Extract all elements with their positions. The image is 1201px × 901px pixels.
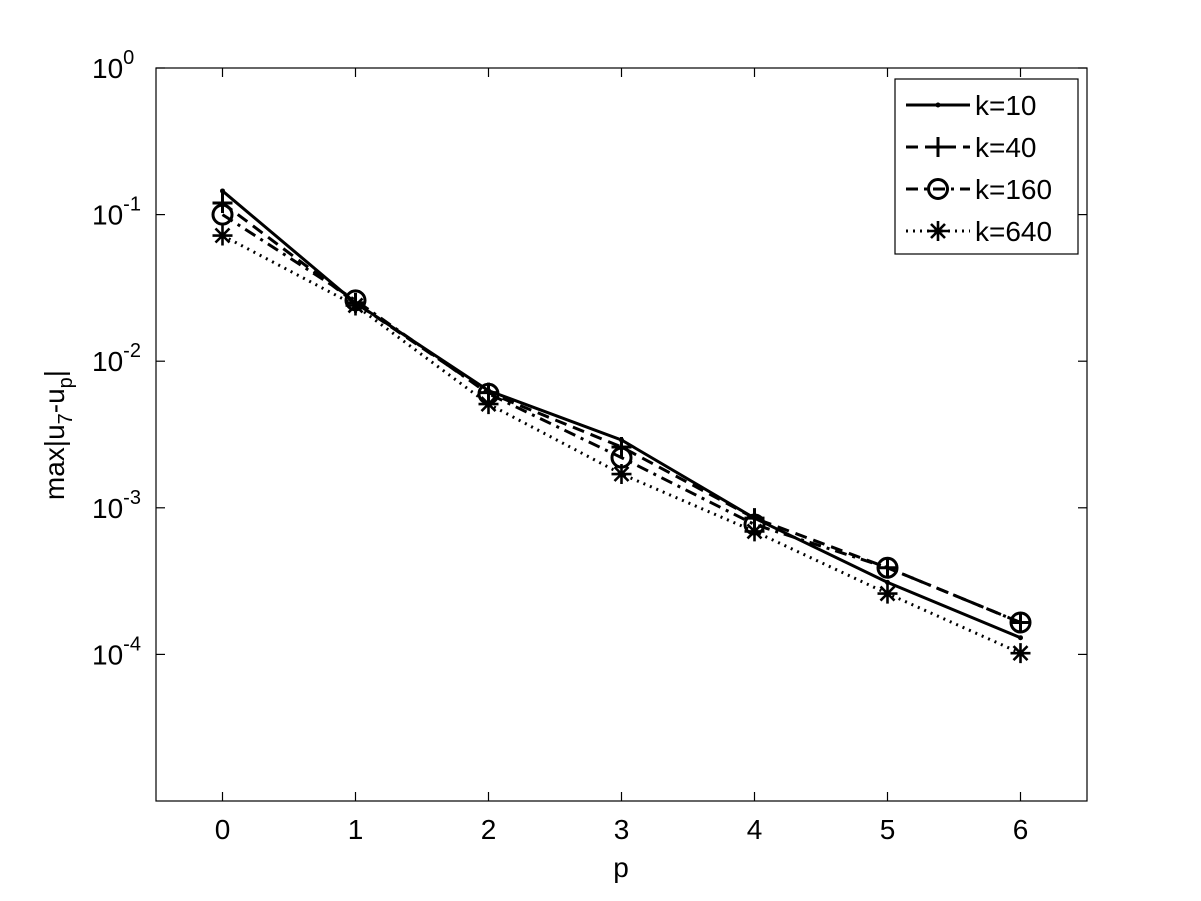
legend: k=10 k=40 k=160 k=640 (894, 78, 1079, 255)
legend-box (894, 78, 1079, 255)
y-tick-label: 10-4 (92, 633, 141, 670)
legend-marker (935, 102, 941, 108)
data-point (1009, 611, 1032, 634)
data-point (345, 295, 366, 316)
data-point (212, 225, 233, 246)
x-tick-label: 2 (481, 814, 497, 845)
y-axis-label-mid: -u (39, 388, 70, 413)
x-tick-label: 1 (348, 814, 364, 845)
legend-label: k=160 (975, 174, 1052, 205)
legend-label: k=640 (975, 216, 1052, 247)
legend-label: k=40 (975, 132, 1037, 163)
y-tick-label: 100 (92, 47, 134, 84)
x-tick-label: 0 (215, 814, 231, 845)
legend-label: k=10 (975, 90, 1037, 121)
legend-marker (927, 178, 949, 200)
y-axis-label: max|u7-up| (39, 370, 77, 500)
data-point (876, 556, 899, 579)
y-axis-label-end: | (39, 370, 70, 377)
data-point (1010, 612, 1031, 633)
y-axis-label-sub1: 7 (55, 413, 77, 424)
legend-marker (928, 137, 948, 157)
y-axis-label-main: max|u (39, 424, 70, 500)
legend-item: k=10 (906, 90, 1037, 121)
data-point (212, 192, 233, 213)
data-point (220, 188, 225, 194)
data-point (478, 394, 499, 415)
y-tick-label: 10-2 (92, 340, 141, 377)
data-point (211, 203, 234, 226)
series-line (221, 213, 1022, 624)
x-axis-label: p (613, 852, 629, 883)
legend-item: k=160 (906, 174, 1052, 205)
y-axis-label-sub2: p (55, 377, 77, 388)
data-point (744, 521, 765, 542)
legend-item: k=640 (906, 216, 1052, 247)
x-axis: 0 1 2 3 4 5 6 (215, 68, 1029, 845)
y-tick-label: 10-1 (92, 194, 141, 231)
legend-item: k=40 (906, 132, 1037, 163)
y-tick-label: 10-3 (92, 487, 141, 524)
y-axis: 100 10-1 10-2 10-3 10-4 (92, 47, 1087, 670)
x-tick-label: 3 (614, 814, 630, 845)
series-layer (211, 188, 1032, 664)
series-k=640 (212, 225, 1031, 664)
data-point (1010, 643, 1031, 664)
data-point (877, 583, 898, 604)
legend-marker (928, 221, 948, 241)
data-point (611, 464, 632, 485)
x-tick-label: 4 (747, 814, 763, 845)
x-tick-label: 6 (1013, 814, 1029, 845)
data-point (1018, 635, 1023, 641)
x-tick-label: 5 (880, 814, 896, 845)
